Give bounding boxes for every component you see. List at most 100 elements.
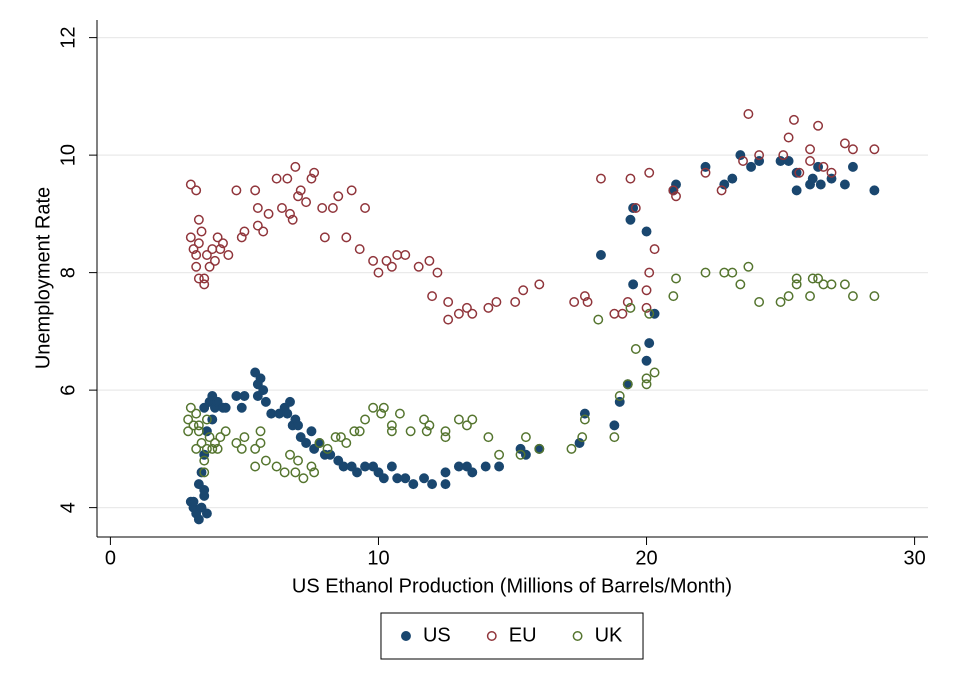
- point: [215, 432, 226, 443]
- point: [593, 314, 604, 325]
- point: [440, 432, 451, 443]
- point: [869, 144, 880, 155]
- point: [193, 238, 204, 249]
- point: [641, 285, 652, 296]
- point: [700, 267, 711, 278]
- point: [826, 279, 837, 290]
- point: [201, 250, 212, 260]
- point: [215, 244, 226, 255]
- point: [494, 449, 505, 460]
- point: [191, 185, 202, 196]
- point: [628, 203, 639, 213]
- point: [193, 514, 204, 525]
- point: [668, 291, 679, 302]
- point: [386, 261, 397, 272]
- point: [807, 173, 818, 184]
- point: [360, 414, 371, 425]
- point: [193, 214, 204, 225]
- point: [641, 226, 652, 237]
- point: [569, 297, 580, 307]
- point: [716, 185, 727, 196]
- y-tick-label: 12: [57, 27, 79, 49]
- point: [805, 144, 816, 155]
- point: [818, 279, 829, 290]
- point: [201, 443, 212, 454]
- point: [293, 455, 303, 466]
- point: [236, 443, 247, 454]
- point: [813, 120, 824, 131]
- point: [826, 167, 837, 178]
- point: [239, 391, 250, 401]
- point: [282, 173, 293, 184]
- point: [255, 373, 266, 384]
- point: [290, 161, 301, 172]
- point: [204, 261, 215, 272]
- point: [218, 238, 228, 249]
- point: [250, 461, 261, 472]
- point: [349, 426, 360, 437]
- point: [443, 297, 454, 307]
- point: [330, 432, 341, 443]
- point: [847, 291, 858, 302]
- point: [413, 261, 424, 272]
- point: [266, 408, 277, 419]
- point: [644, 338, 655, 349]
- point: [231, 391, 242, 401]
- point: [671, 273, 681, 284]
- point: [394, 408, 405, 419]
- point: [285, 396, 295, 407]
- point: [483, 302, 494, 313]
- point: [183, 426, 194, 437]
- point: [467, 414, 478, 425]
- point: [491, 297, 502, 307]
- point: [271, 461, 282, 472]
- point: [783, 132, 794, 143]
- point: [376, 408, 387, 419]
- point: [201, 414, 212, 425]
- point: [405, 426, 416, 437]
- point: [805, 156, 816, 166]
- point: [408, 479, 419, 490]
- point: [360, 203, 371, 213]
- point: [754, 297, 765, 307]
- point: [193, 426, 204, 437]
- legend-label: EU: [509, 624, 537, 646]
- legend-marker: [486, 631, 497, 641]
- point: [341, 232, 352, 243]
- point: [301, 197, 312, 208]
- point: [807, 273, 818, 284]
- point: [220, 402, 231, 413]
- point: [839, 138, 850, 149]
- point: [400, 473, 411, 484]
- point: [317, 203, 328, 213]
- point: [250, 367, 261, 378]
- point: [419, 414, 429, 425]
- point: [480, 461, 491, 472]
- point: [212, 396, 223, 407]
- point: [188, 244, 199, 255]
- point: [352, 467, 362, 478]
- point: [783, 156, 794, 166]
- point: [392, 250, 403, 260]
- point: [778, 150, 789, 161]
- point: [290, 467, 301, 478]
- point: [746, 161, 757, 172]
- point: [644, 167, 655, 178]
- point: [306, 426, 317, 437]
- point: [847, 144, 858, 155]
- point: [252, 391, 263, 401]
- point: [649, 244, 660, 255]
- point: [196, 467, 207, 478]
- point: [815, 179, 826, 190]
- point: [260, 455, 271, 466]
- point: [805, 291, 816, 302]
- point: [617, 308, 628, 319]
- point: [271, 173, 282, 184]
- point: [306, 173, 317, 184]
- point: [260, 396, 271, 407]
- point: [212, 443, 223, 454]
- x-axis-title: US Ethanol Production (Millions of Barre…: [292, 575, 732, 597]
- x-tick-label: 30: [903, 547, 925, 569]
- point: [566, 443, 577, 454]
